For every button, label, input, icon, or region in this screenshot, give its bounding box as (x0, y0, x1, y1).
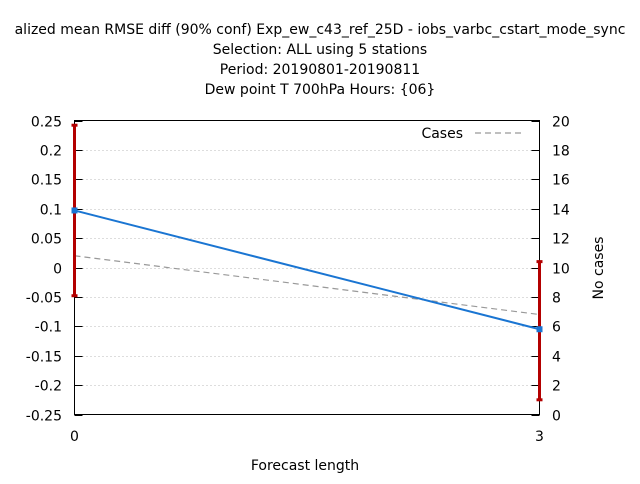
grid-layer (74, 150, 540, 386)
y2-tick-label: 18 (552, 144, 570, 160)
y2-tick-label: 12 (552, 232, 570, 248)
y2-tick-label: 0 (552, 409, 561, 425)
y-tick-label: 0.1 (40, 203, 62, 219)
y-tick-label: 0 (53, 262, 62, 278)
y2-tick-label: 10 (552, 262, 570, 278)
ticks-layer: -0.25 -0.2 -0.15 -0.1 -0.05 0 0.05 0.1 0.15 0.2 0.… (26, 115, 570, 446)
chart-title-line: alized mean RMSE diff (90% conf) Exp_ew_… (15, 22, 626, 38)
y-tick-label: -0.2 (35, 379, 62, 395)
mean-diff-point (536, 326, 543, 333)
y-tick-label: -0.15 (26, 350, 62, 366)
plot-frame (74, 120, 540, 415)
chart-title-line: Dew point T 700hPa Hours: {06} (205, 82, 436, 98)
y2-axis-label: No cases (591, 237, 607, 300)
y-tick-label: 0.2 (40, 144, 62, 160)
title-layer: alized mean RMSE diff (90% conf) Exp_ew_… (15, 22, 626, 98)
y2-tick-label: 20 (552, 115, 570, 131)
cases-line (74, 255, 540, 316)
legend: Cases (421, 126, 521, 142)
series-layer (71, 123, 543, 402)
y-tick-label: 0.15 (31, 173, 62, 189)
y-tick-label: -0.1 (35, 320, 62, 336)
legend-label-cases: Cases (421, 126, 463, 142)
mean-diff-point (71, 207, 78, 214)
mean-diff-line (74, 209, 540, 331)
y2-tick-label: 14 (552, 203, 570, 219)
chart-title-line: Selection: ALL using 5 stations (213, 42, 427, 58)
y-tick-label: -0.05 (26, 291, 62, 307)
x-axis-label: Forecast length (251, 458, 359, 474)
y-tick-label: -0.25 (26, 409, 62, 425)
x-tick-label: 0 (70, 429, 79, 445)
y2-tick-label: 16 (552, 173, 570, 189)
y-tick-label: 0.05 (31, 232, 62, 248)
y2-tick-label: 8 (552, 291, 561, 307)
y2-tick-label: 4 (552, 350, 561, 366)
x-tick-label: 3 (535, 429, 544, 445)
y-tick-label: 0.25 (31, 115, 62, 131)
y2-tick-label: 2 (552, 379, 561, 395)
y2-tick-label: 6 (552, 320, 561, 336)
chart-title-line: Period: 20190801-20190811 (220, 62, 420, 78)
